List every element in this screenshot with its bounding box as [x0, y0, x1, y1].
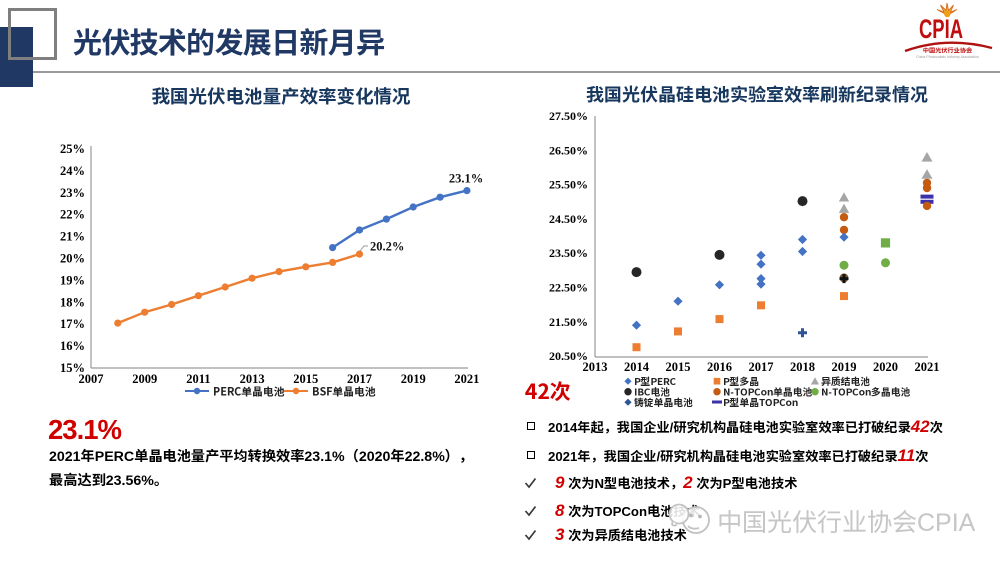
svg-text:2014: 2014: [624, 360, 650, 374]
svg-text:N-TOPCon单晶电池: N-TOPCon单晶电池: [723, 385, 812, 399]
svg-text:2019: 2019: [401, 372, 426, 386]
svg-text:25%: 25%: [60, 142, 85, 156]
svg-text:22%: 22%: [60, 208, 85, 222]
svg-text:2015: 2015: [666, 360, 691, 374]
svg-text:20%: 20%: [60, 252, 85, 266]
svg-text:2013: 2013: [240, 372, 265, 386]
svg-text:21%: 21%: [60, 230, 85, 244]
svg-text:PERC单晶电池: PERC单晶电池: [213, 384, 285, 400]
svg-text:2007: 2007: [79, 372, 104, 386]
svg-text:18%: 18%: [60, 295, 85, 309]
svg-text:24.50%: 24.50%: [549, 212, 588, 226]
svg-text:中国光伏行业协会: 中国光伏行业协会: [923, 45, 973, 54]
svg-text:铸锭单晶电池: 铸锭单晶电池: [633, 395, 693, 409]
svg-text:15%: 15%: [60, 361, 85, 375]
svg-text:25.50%: 25.50%: [549, 178, 588, 192]
svg-text:24%: 24%: [60, 164, 85, 178]
svg-text:N-TOPCon多晶电池: N-TOPCon多晶电池: [821, 385, 910, 399]
svg-text:P型单晶TOPCon: P型单晶TOPCon: [723, 395, 798, 409]
svg-text:异质结电池: 异质结电池: [821, 374, 870, 388]
svg-text:2009: 2009: [132, 372, 157, 386]
svg-text:BSF单晶电池: BSF单晶电池: [312, 384, 376, 400]
svg-text:17%: 17%: [60, 317, 85, 331]
svg-text:CPIA: CPIA: [919, 14, 963, 44]
svg-text:IBC电池: IBC电池: [634, 385, 670, 399]
svg-text:26.50%: 26.50%: [549, 143, 588, 157]
svg-text:2019: 2019: [832, 360, 857, 374]
svg-text:2015: 2015: [293, 372, 318, 386]
svg-text:2016: 2016: [707, 360, 732, 374]
svg-text:2017: 2017: [347, 372, 372, 386]
svg-text:2021: 2021: [454, 372, 479, 386]
svg-text:22.50%: 22.50%: [549, 281, 588, 295]
svg-text:China Photovoltaic Industry As: China Photovoltaic Industry Association: [916, 55, 979, 59]
svg-text:27.50%: 27.50%: [549, 109, 588, 123]
svg-text:P型多晶: P型多晶: [723, 374, 759, 388]
svg-text:20.2%: 20.2%: [370, 240, 404, 254]
svg-text:2013: 2013: [583, 360, 608, 374]
svg-text:我国光伏晶硅电池实验室效率刷新纪录情况: 我国光伏晶硅电池实验室效率刷新纪录情况: [586, 81, 928, 107]
svg-text:2018: 2018: [790, 360, 815, 374]
svg-text:21.50%: 21.50%: [549, 315, 588, 329]
svg-text:2021: 2021: [915, 360, 940, 374]
svg-text:20.50%: 20.50%: [549, 349, 588, 363]
svg-text:2020: 2020: [873, 360, 898, 374]
svg-text:19%: 19%: [60, 273, 85, 287]
svg-text:23.1%: 23.1%: [449, 172, 483, 186]
svg-text:23.50%: 23.50%: [549, 246, 588, 260]
svg-text:23%: 23%: [60, 186, 85, 200]
svg-text:16%: 16%: [60, 339, 85, 353]
svg-text:我国光伏电池量产效率变化情况: 我国光伏电池量产效率变化情况: [151, 83, 411, 109]
svg-text:P型PERC: P型PERC: [634, 374, 677, 388]
svg-text:2017: 2017: [749, 360, 774, 374]
svg-text:2011: 2011: [186, 372, 210, 386]
